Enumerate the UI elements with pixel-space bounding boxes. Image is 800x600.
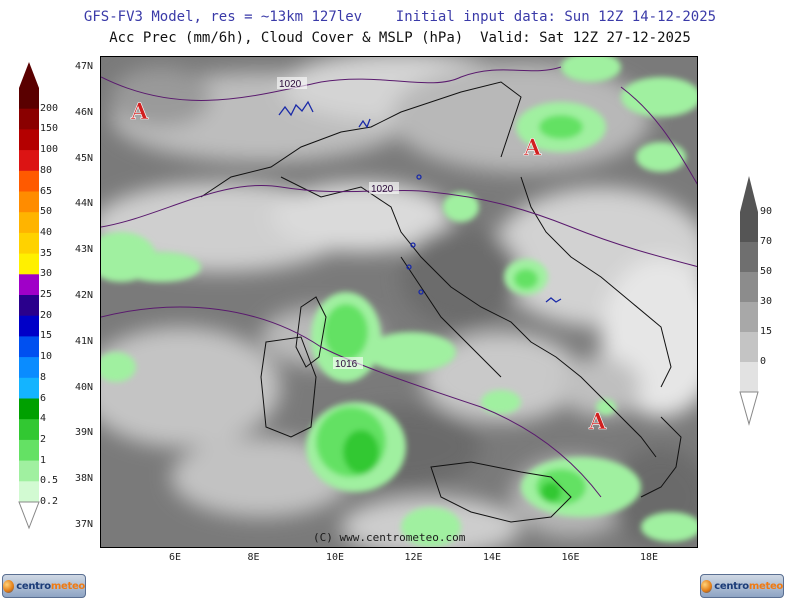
- globe-icon: [3, 579, 15, 593]
- precip-legend-label: 25: [40, 289, 53, 300]
- precip-color-swatch: [19, 439, 39, 462]
- latitude-label: 40N: [75, 381, 94, 393]
- precip-colorbar: [18, 62, 40, 530]
- precip-legend-label: 35: [40, 247, 53, 259]
- latitude-label: 46N: [75, 106, 94, 118]
- precip-color-swatch: [19, 336, 39, 358]
- precip-legend-label: 80: [40, 164, 53, 176]
- cloud-colorbar: [739, 176, 759, 426]
- latitude-label: 47N: [75, 61, 94, 72]
- cloud-color-swatch: [740, 302, 758, 333]
- isobar-label: 1020: [371, 184, 394, 195]
- precipitation-field: [101, 57, 697, 547]
- latitude-label: 43N: [75, 244, 94, 256]
- precip-color-swatch: [19, 274, 39, 296]
- precip-color-swatch: [19, 150, 39, 172]
- latitude-label: 39N: [75, 427, 94, 439]
- longitude-label: 14E: [483, 552, 502, 563]
- precip-color-swatch: [19, 88, 39, 110]
- precip-legend-label: 40: [40, 226, 53, 238]
- precip-legend-label: 0.2: [40, 496, 59, 507]
- isobar-labels: 1020 1020 1016: [277, 77, 399, 370]
- precip-legend-label: 8: [40, 371, 47, 383]
- isobar-label: 1016: [335, 359, 358, 370]
- precip-color-swatch: [19, 315, 39, 337]
- precip-color-swatch: [19, 481, 39, 503]
- latitude-label: 37N: [75, 519, 94, 530]
- precip-legend-label: 1: [40, 454, 47, 466]
- precip-legend-label: 2: [40, 433, 47, 445]
- cloud-legend-label: 15: [760, 326, 773, 337]
- map-canvas: 1020 1020 1016 A A A (C) www.centrometeo…: [101, 57, 697, 547]
- cloud-legend-label: 70: [760, 236, 773, 247]
- cloud-color-swatch: [740, 332, 758, 363]
- latitude-label: 38N: [75, 473, 94, 485]
- precip-legend-label: 30: [40, 268, 53, 280]
- model-title: GFS-FV3 Model, res = ~13km 127lev Initia…: [83, 9, 717, 25]
- latitude-label: 44N: [75, 198, 94, 210]
- precip-legend-label: 10: [40, 351, 53, 363]
- latitude-label: 45N: [75, 152, 94, 164]
- precip-color-swatch: [19, 377, 39, 399]
- copyright-text: (C) www.centrometeo.com: [313, 531, 466, 544]
- precip-legend-label: 65: [40, 185, 53, 197]
- precip-legend-label: 4: [40, 413, 47, 425]
- colorbar-arrow-top: [19, 62, 39, 88]
- precip-color-swatch: [19, 295, 39, 317]
- cloud-bar-arrow-bottom: [739, 391, 759, 426]
- latitude-label: 41N: [75, 335, 94, 347]
- high-pressure-marker: A: [588, 409, 607, 435]
- precip-legend-label: 100: [40, 144, 59, 156]
- precip-color-swatch: [19, 129, 39, 151]
- globe-icon: [701, 579, 713, 593]
- precip-color-swatch: [19, 170, 39, 192]
- high-pressure-marker: A: [130, 99, 149, 125]
- cloud-legend-label: 50: [760, 266, 773, 277]
- longitude-label: 6E: [169, 552, 182, 563]
- high-pressure-marker: A: [523, 135, 542, 161]
- precip-color-swatch: [19, 108, 39, 130]
- precip-legend-label: 15: [40, 330, 53, 342]
- cloud-color-swatch: [740, 272, 758, 303]
- cloud-bar-arrow-top: [740, 176, 758, 212]
- precip-legend-label: 6: [40, 392, 47, 404]
- centrometeo-logo-left[interactable]: centrometeo: [2, 574, 86, 598]
- precip-legend-label: 20: [40, 309, 53, 321]
- high-pressure-markers: A A A: [130, 99, 608, 436]
- precip-legend-label: 200: [40, 102, 59, 114]
- centrometeo-logo-right[interactable]: centrometeo: [700, 574, 784, 598]
- cloud-color-swatch: [740, 212, 758, 243]
- snow-contours: [278, 100, 562, 303]
- cloud-color-swatch: [740, 242, 758, 273]
- isobar-lines: [101, 66, 697, 498]
- longitude-label: 16E: [561, 552, 580, 563]
- precip-color-swatch: [19, 398, 39, 420]
- longitude-label: 12E: [404, 552, 423, 563]
- cloud-legend-label: 90: [760, 206, 773, 217]
- weather-map: 1020 1020 1016 A A A (C) www.centrometeo…: [100, 56, 698, 548]
- precip-color-swatch: [19, 357, 39, 379]
- latitude-label: 42N: [75, 290, 94, 301]
- cloud-color-swatch: [740, 362, 758, 393]
- precip-color-swatch: [19, 419, 39, 441]
- precip-color-swatch: [19, 212, 39, 234]
- longitude-label: 10E: [326, 552, 345, 563]
- coastlines: [200, 81, 682, 523]
- longitude-label: 18E: [640, 552, 659, 563]
- logo-text: centrometeo: [714, 580, 783, 592]
- product-title: Acc Prec (mm/6h), Cloud Cover & MSLP (hP…: [109, 30, 691, 46]
- precip-color-swatch: [19, 232, 39, 255]
- precip-color-swatch: [19, 253, 39, 275]
- isobar-label: 1020: [279, 79, 302, 90]
- precip-legend-label: 0.5: [40, 475, 59, 487]
- cloud-legend-label: 30: [760, 296, 773, 307]
- cloud-legend-label: 0: [760, 356, 767, 367]
- precip-legend-label: 50: [40, 206, 53, 218]
- colorbar-arrow-bottom: [18, 501, 40, 530]
- precip-color-swatch: [19, 191, 39, 213]
- precip-legend-label: 150: [40, 123, 59, 135]
- longitude-label: 8E: [247, 552, 260, 563]
- logo-text: centrometeo: [16, 580, 85, 592]
- precip-color-swatch: [19, 460, 39, 482]
